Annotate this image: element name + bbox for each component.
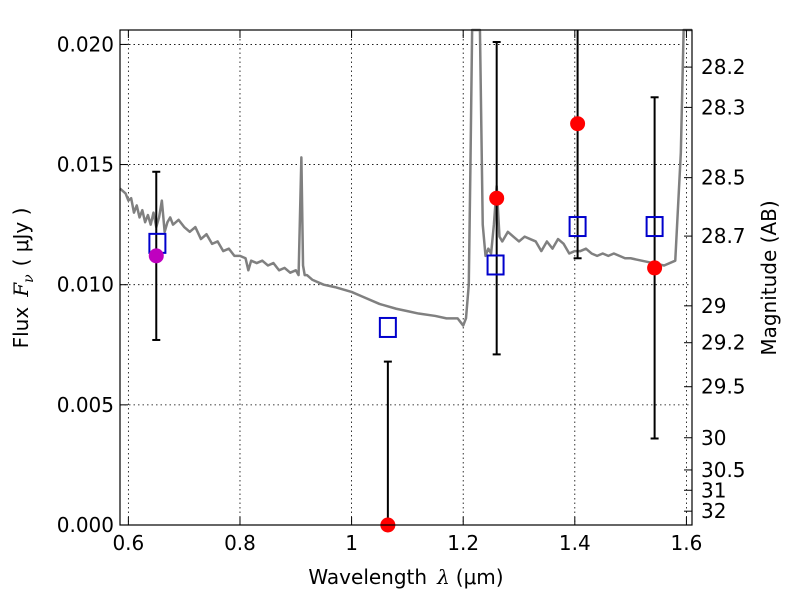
right-tick-label: 28.3: [701, 95, 746, 119]
errorbar: [383, 360, 392, 525]
plot-area: [119, 28, 692, 533]
right-tick-label: 28.2: [701, 55, 746, 79]
y-tick-label: 0.010: [57, 273, 114, 297]
right-tick-label: 31: [701, 478, 726, 502]
model-photometry-square: [378, 316, 397, 338]
observed-point: [489, 190, 505, 206]
right-tick-label: 30: [701, 426, 726, 450]
model-photometry-square: [568, 216, 587, 238]
right-tick-label: 29: [701, 294, 726, 318]
x-axis-title: Wavelength λ (μm): [308, 565, 503, 589]
y-axis-title-left: FluxFν( μJy ): [9, 208, 37, 349]
observed-point: [148, 248, 164, 264]
observed-point: [570, 116, 586, 132]
model-photometry: [148, 216, 664, 338]
x-axis: 0.6 0.8 1 1.2 1.4 1.6: [112, 30, 702, 555]
right-tick-label: 29.2: [701, 331, 746, 355]
y-axis-left: 0.000 0.005 0.010 0.015 0.020: [57, 32, 128, 537]
errorbar: [573, 30, 582, 260]
x-tick-label: 0.8: [224, 531, 256, 555]
y-tick-label: 0.000: [57, 513, 114, 537]
grid: [120, 30, 692, 526]
observed-photometry: [148, 116, 663, 533]
observed-point: [647, 260, 663, 276]
plot-frame: [119, 29, 693, 526]
right-tick-label: 30.5: [701, 458, 746, 482]
x-tick-label: 1.4: [559, 531, 591, 555]
x-tick-label: 1.2: [447, 531, 479, 555]
x-tick-label: 1.6: [671, 531, 703, 555]
right-tick-label: 32: [701, 499, 726, 523]
right-tick-label: 28.5: [701, 166, 746, 190]
y-tick-label: 0.015: [57, 153, 114, 177]
model-photometry-square: [486, 254, 505, 276]
y-axis-title-right: Magnitude (AB): [757, 200, 781, 355]
x-tick-label: 1: [345, 531, 358, 555]
y-tick-label: 0.020: [57, 32, 114, 56]
right-tick-label: 29.5: [701, 375, 746, 399]
y-tick-label: 0.005: [57, 393, 114, 417]
right-tick-label: 28.7: [701, 224, 746, 248]
x-tick-label: 0.6: [112, 531, 144, 555]
model-photometry-square: [645, 216, 664, 238]
